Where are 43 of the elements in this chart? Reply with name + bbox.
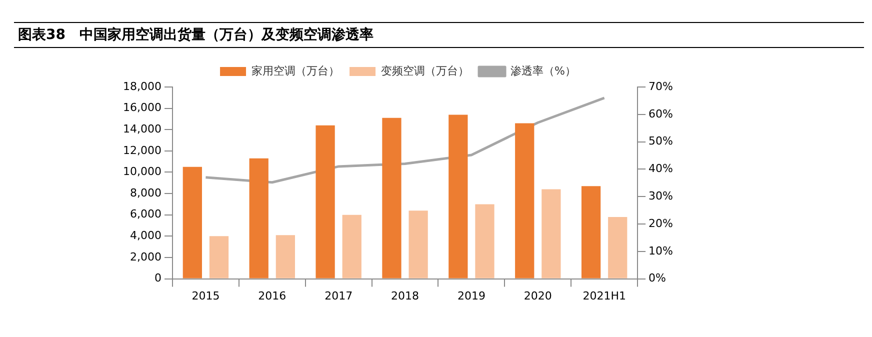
- y-tick-label: 18,000: [122, 80, 162, 93]
- bar: [209, 236, 229, 278]
- y2-tick-label: 50%: [648, 134, 674, 148]
- y-tick-label: 10,000: [122, 165, 162, 178]
- bar: [542, 189, 561, 278]
- y2-tick-label: 30%: [648, 189, 674, 202]
- y-tick-label: 12,000: [122, 144, 162, 157]
- chart-title: 图表38 中国家用空调出货量（万台）及变频空调渗透率: [14, 22, 864, 48]
- bar: [515, 123, 534, 278]
- legend-label: 渗透率（%）: [510, 64, 576, 78]
- bar: [249, 158, 268, 278]
- y2-tick-label: 70%: [648, 80, 674, 93]
- y-tick-label: 0: [154, 272, 162, 285]
- y-tick-label: 8,000: [130, 186, 162, 200]
- bar: [316, 125, 335, 278]
- bar: [581, 186, 601, 278]
- bar: [475, 204, 494, 278]
- y2-tick-label: 40%: [648, 162, 674, 176]
- x-tick-label: 2021H1: [582, 289, 626, 302]
- y-tick-label: 16,000: [122, 101, 162, 114]
- y-tick-label: 2,000: [130, 250, 162, 264]
- y2-tick-label: 10%: [648, 244, 674, 258]
- x-tick-label: 2017: [324, 289, 353, 302]
- bar: [382, 118, 402, 278]
- x-tick-label: 2018: [391, 289, 420, 302]
- bar: [408, 210, 428, 278]
- bar: [448, 114, 468, 278]
- x-tick-label: 2016: [258, 289, 286, 302]
- bar: [182, 166, 202, 278]
- x-tick-label: 2020: [524, 289, 552, 302]
- y-tick-label: 4,000: [130, 229, 162, 242]
- y-tick-label: 6,000: [130, 208, 162, 221]
- y2-tick-label: 0%: [648, 272, 666, 285]
- bar: [276, 235, 295, 278]
- legend-label: 变频空调（万台）: [381, 64, 470, 78]
- y2-tick-label: 60%: [648, 107, 674, 120]
- x-tick-label: 2015: [192, 289, 220, 302]
- y-tick-label: 14,000: [122, 122, 162, 136]
- y2-tick-label: 20%: [648, 216, 674, 230]
- bar: [608, 217, 628, 278]
- x-tick-label: 2019: [457, 289, 486, 302]
- legend-label: 家用空调（万台）: [252, 64, 340, 78]
- bar: [342, 214, 362, 278]
